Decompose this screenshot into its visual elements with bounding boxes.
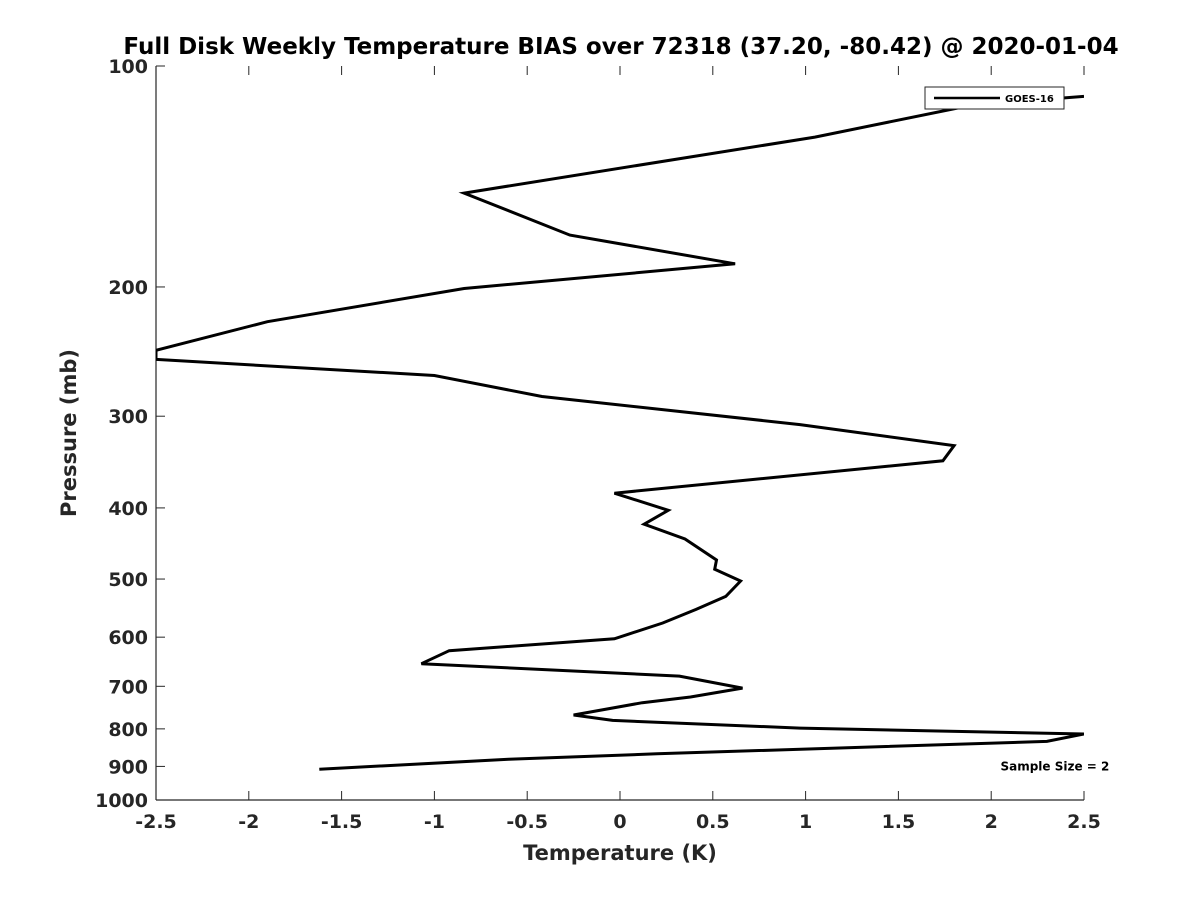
x-tick-label: 0 xyxy=(613,811,626,833)
y-tick-label: 600 xyxy=(108,627,148,649)
x-tick-label: 2 xyxy=(985,811,998,833)
y-tick-label: 200 xyxy=(108,277,148,299)
x-tick-label: -2.5 xyxy=(135,811,177,833)
y-tick-label: 800 xyxy=(108,719,148,741)
y-axis-label: Pressure (mb) xyxy=(57,349,81,517)
x-tick-label: -1 xyxy=(424,811,445,833)
chart-title: Full Disk Weekly Temperature BIAS over 7… xyxy=(123,34,1118,60)
x-tick-label: 1.5 xyxy=(882,811,916,833)
y-tick-label: 300 xyxy=(108,406,148,428)
y-tick-label: 900 xyxy=(108,756,148,778)
x-tick-label: 1 xyxy=(799,811,812,833)
y-tick-label: 700 xyxy=(108,676,148,698)
x-tick-label: 0.5 xyxy=(696,811,730,833)
y-tick-label: 100 xyxy=(108,56,148,78)
y-tick-label: 1000 xyxy=(95,790,148,812)
x-tick-label: -2 xyxy=(238,811,259,833)
y-tick-label: 400 xyxy=(108,498,148,520)
legend-label-goes-16: GOES-16 xyxy=(1005,94,1054,105)
y-tick-label: 500 xyxy=(108,569,148,591)
sample-size-annotation: Sample Size = 2 xyxy=(1000,759,1109,773)
x-tick-label: -1.5 xyxy=(321,811,363,833)
x-tick-label: -0.5 xyxy=(506,811,548,833)
x-axis-label: Temperature (K) xyxy=(523,841,717,865)
x-tick-label: 2.5 xyxy=(1067,811,1101,833)
x-ticks: -2.5 -2 -1.5 -1 -0.5 0 0.5 1 1.5 2 2.5 xyxy=(135,66,1101,833)
y-ticks: 100 200 300 400 500 600 700 800 900 1000 xyxy=(95,56,165,812)
legend: GOES-16 xyxy=(924,86,1065,110)
series-line-goes-16 xyxy=(156,94,1084,771)
series-layer xyxy=(156,94,1084,771)
plot-area xyxy=(156,66,1084,800)
